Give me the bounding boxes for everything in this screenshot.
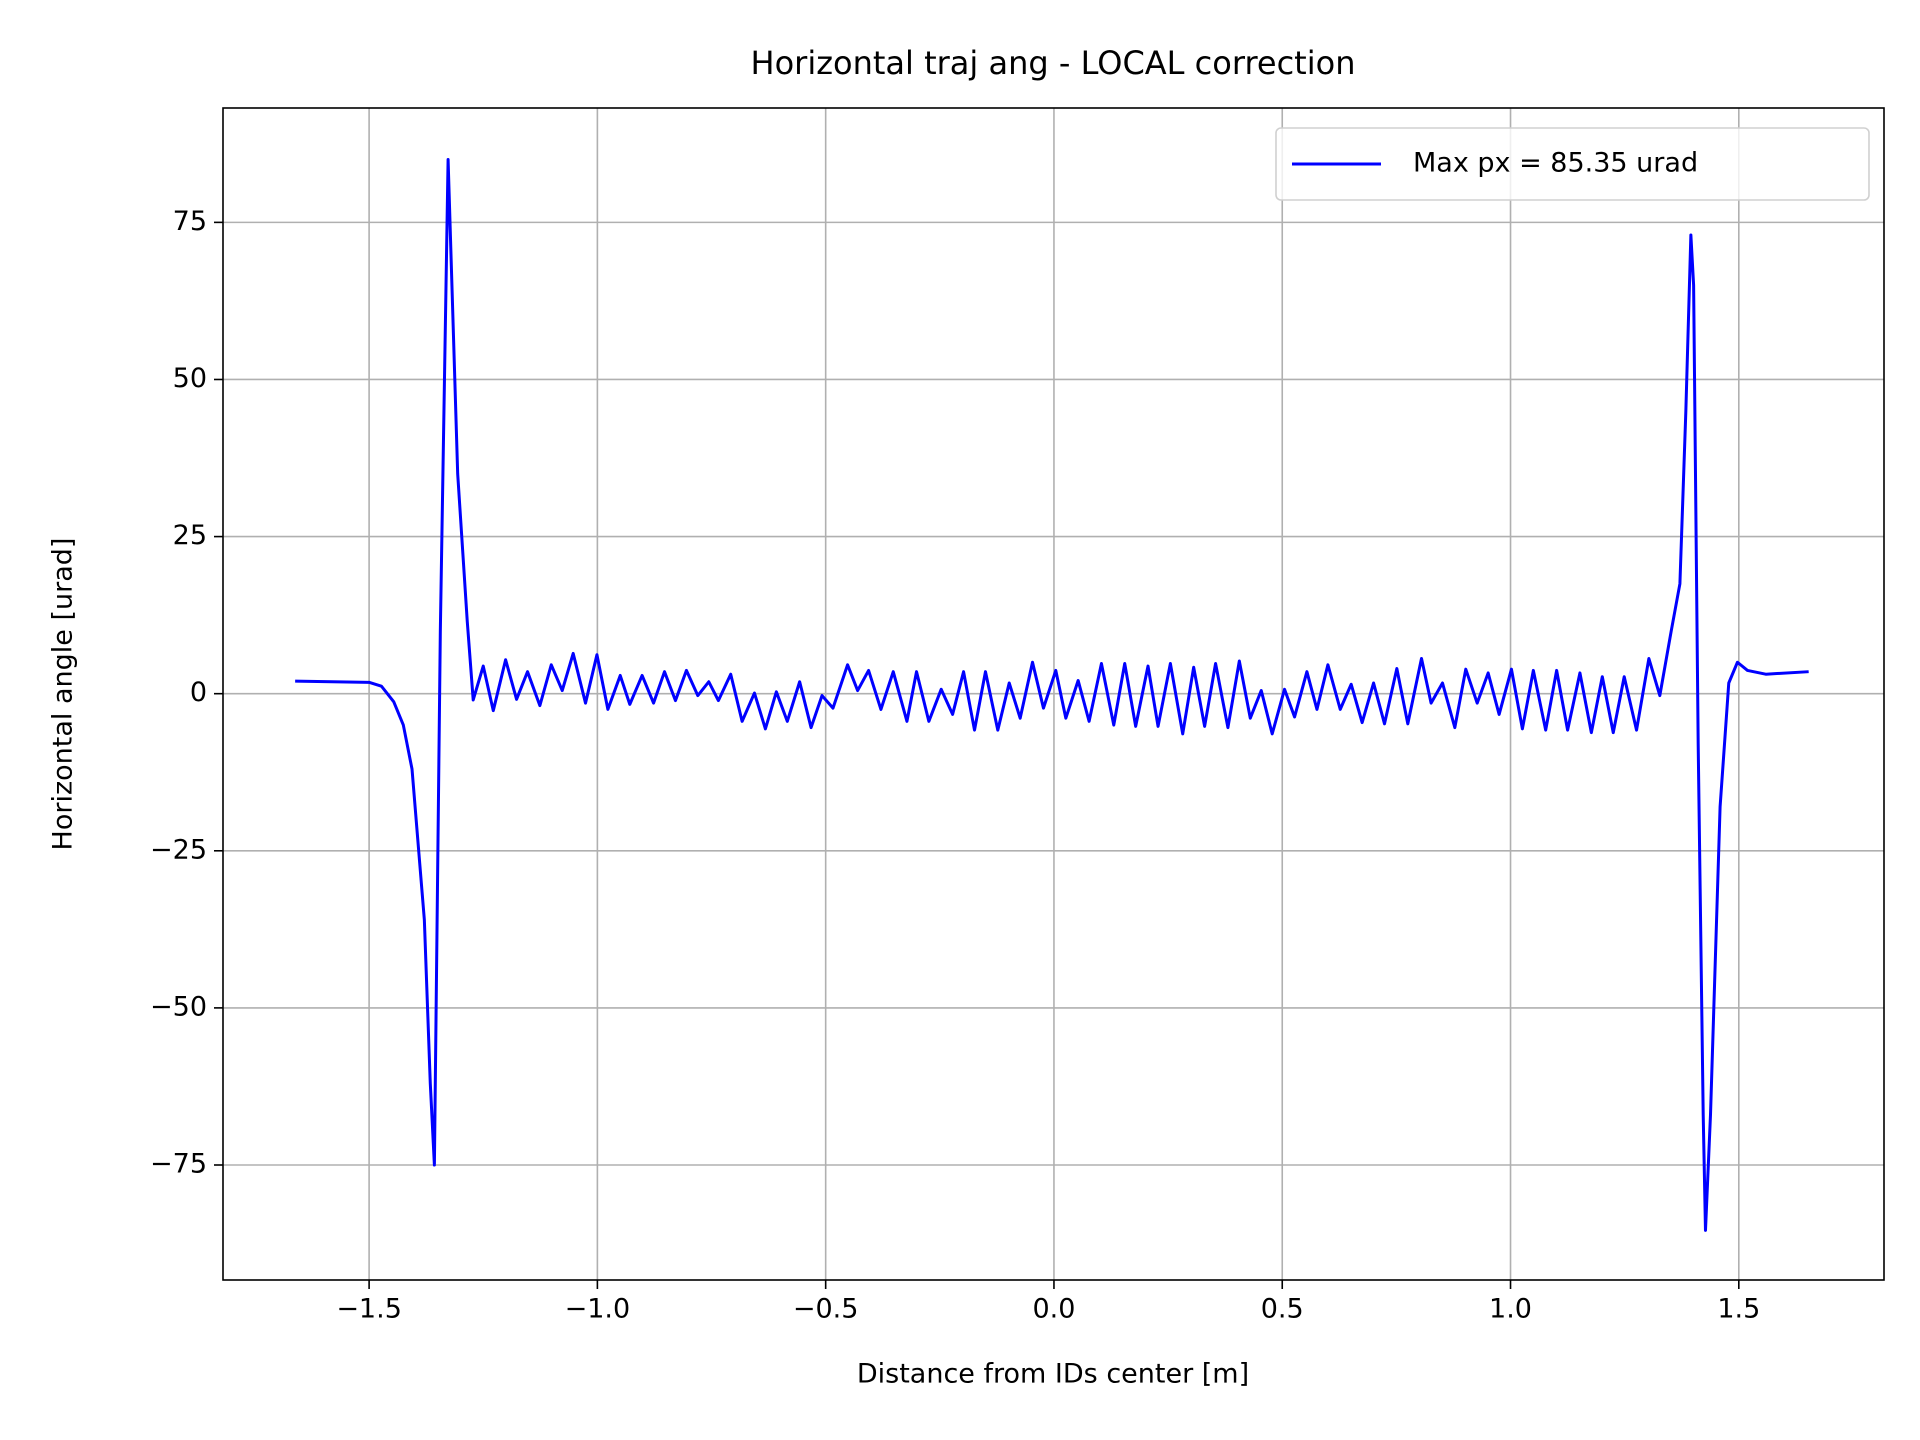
y-tick-label: 75: [173, 206, 207, 237]
y-tick-label: −75: [150, 1148, 207, 1179]
plot-frame: [222, 107, 1885, 1281]
y-tick-label: −25: [150, 834, 207, 865]
y-tick-label: 0: [190, 677, 207, 708]
data-line: [295, 158, 1809, 1232]
legend-label: Max px = 85.35 urad: [1413, 148, 1698, 179]
x-tick-label: −0.5: [793, 1294, 859, 1325]
x-tick-label: 1.5: [1717, 1294, 1760, 1325]
y-axis-label: Horizontal angle [urad]: [48, 538, 79, 851]
legend-box: [1275, 127, 1870, 201]
x-tick-label: 0.5: [1261, 1294, 1304, 1325]
x-tick-label: 0.0: [1032, 1294, 1075, 1325]
x-tick-label: −1.5: [336, 1294, 402, 1325]
chart-title: Horizontal traj ang - LOCAL correction: [751, 44, 1356, 82]
y-tick-label: 25: [173, 520, 207, 551]
y-tick-label: −50: [150, 991, 207, 1022]
x-tick-label: 1.0: [1489, 1294, 1532, 1325]
x-axis-label: Distance from IDs center [m]: [857, 1359, 1249, 1390]
x-tick-label: −1.0: [565, 1294, 631, 1325]
y-tick-label: 50: [173, 363, 207, 394]
